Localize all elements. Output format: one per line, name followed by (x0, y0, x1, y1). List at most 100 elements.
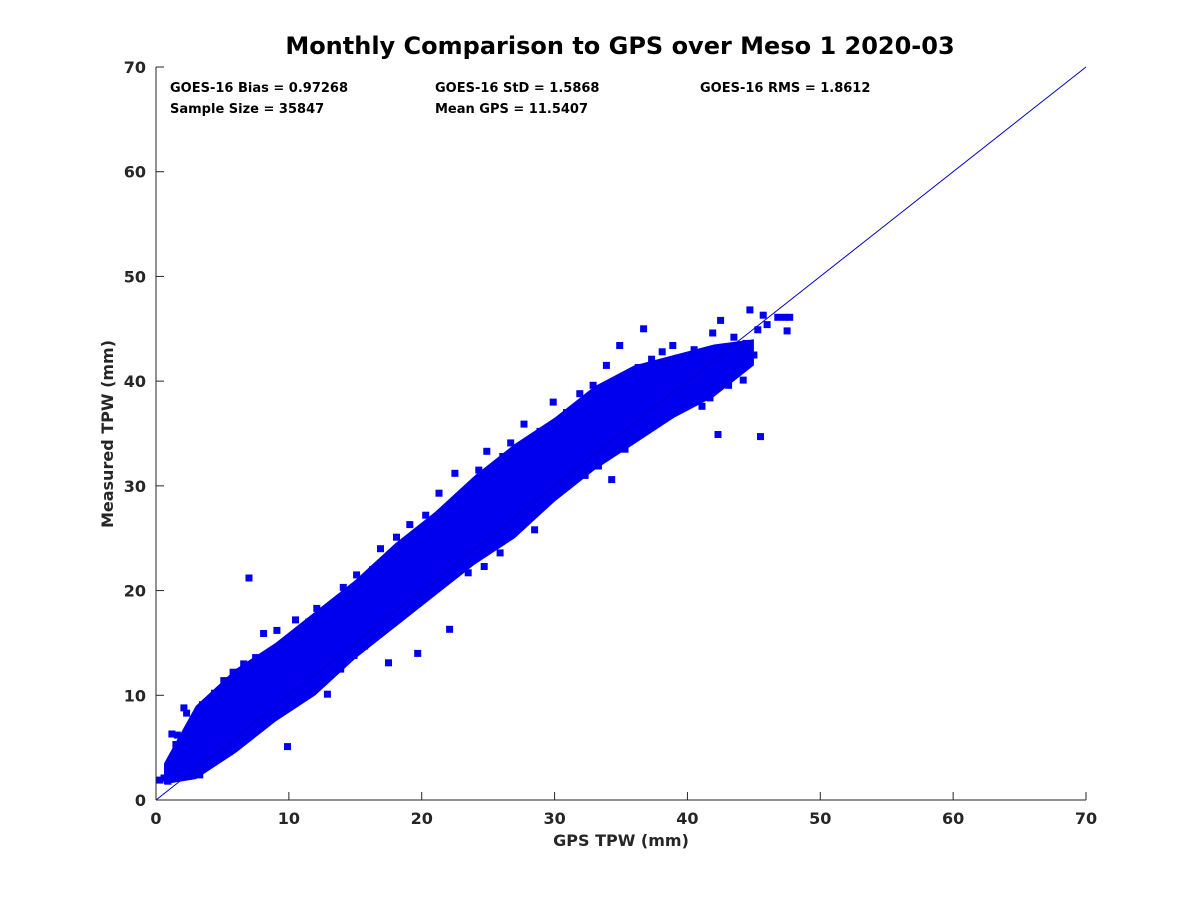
data-point (563, 409, 570, 417)
x-tick-label: 30 (543, 809, 565, 828)
data-point (507, 439, 515, 447)
data-point (552, 450, 560, 458)
data-point (358, 625, 366, 633)
x-tick-label: 40 (676, 809, 698, 828)
data-point (493, 508, 501, 516)
data-point (403, 581, 411, 589)
data-point (331, 598, 339, 606)
data-point (284, 743, 291, 751)
data-point (387, 559, 395, 567)
data-point (608, 476, 616, 484)
data-point (515, 459, 523, 467)
data-point (366, 610, 374, 618)
data-point (597, 396, 605, 404)
data-point (225, 748, 233, 756)
data-point (361, 642, 369, 650)
data-point (730, 333, 738, 341)
data-point (786, 313, 794, 321)
data-point (245, 574, 253, 582)
data-point (369, 566, 377, 574)
data-point (416, 543, 424, 551)
stat-bias: GOES-16 Bias = 0.97268 (170, 81, 348, 96)
data-point (191, 715, 198, 723)
data-point (746, 306, 754, 314)
data-point (237, 682, 245, 690)
data-point (600, 435, 608, 443)
data-point (211, 689, 218, 697)
data-point (422, 511, 430, 519)
data-point (669, 342, 677, 349)
data-point (281, 668, 289, 676)
data-point (398, 612, 406, 620)
y-tick-label: 40 (124, 372, 146, 391)
data-point (750, 351, 758, 359)
data-point (605, 412, 613, 420)
data-point (187, 737, 194, 745)
data-point (156, 776, 164, 784)
data-point (621, 445, 629, 453)
data-point (199, 701, 206, 709)
reference-line (155, 66, 1087, 801)
data-point (661, 387, 669, 395)
data-point (454, 522, 462, 530)
data-point (265, 716, 273, 724)
stat-rms: GOES-16 RMS = 1.8612 (700, 81, 870, 96)
data-point (205, 705, 213, 713)
data-point (722, 346, 730, 354)
x-tick-label: 60 (942, 809, 964, 828)
stats-box: GOES-16 Bias = 0.97268 GOES-16 StD = 1.5… (170, 81, 870, 117)
data-point (430, 528, 438, 536)
x-tick-label: 20 (411, 809, 433, 828)
data-point (637, 407, 645, 414)
data-point (687, 361, 695, 369)
data-point (419, 567, 427, 575)
x-tick-label: 10 (278, 809, 300, 828)
data-point (685, 389, 693, 397)
data-point (355, 607, 363, 614)
data-point (541, 500, 549, 508)
data-point (220, 677, 228, 685)
y-tick-label: 10 (124, 686, 146, 705)
data-point (626, 415, 634, 423)
data-point (257, 665, 265, 673)
data-point (345, 638, 353, 646)
data-point (714, 431, 722, 438)
data-point (270, 681, 278, 689)
data-point (443, 513, 451, 521)
data-point (302, 677, 310, 685)
data-point (693, 381, 701, 389)
data-point (763, 321, 771, 329)
y-tick-label: 50 (124, 267, 146, 286)
data-point (286, 639, 294, 647)
data-point (307, 645, 315, 653)
data-point (462, 535, 470, 543)
data-point (318, 659, 326, 667)
data-point (523, 469, 531, 477)
data-point (499, 453, 507, 460)
data-point (695, 357, 703, 365)
data-point (337, 665, 345, 673)
data-point (432, 558, 440, 566)
data-point (176, 752, 184, 760)
data-point (472, 554, 480, 562)
data-point (547, 472, 555, 480)
data-point (706, 394, 714, 402)
data-point (385, 659, 392, 667)
data-point (594, 462, 602, 470)
data-point (292, 616, 299, 624)
data-point (774, 313, 782, 321)
data-point (395, 572, 403, 580)
data-point (232, 693, 240, 701)
data-point (181, 763, 189, 770)
data-point (323, 690, 331, 698)
data-point (246, 671, 254, 679)
data-point (297, 650, 305, 658)
stat-sample-size: Sample Size = 35847 (170, 102, 324, 117)
data-point (584, 403, 592, 411)
data-point (757, 433, 764, 441)
data-point (581, 471, 589, 479)
data-point (427, 589, 435, 597)
data-point (229, 668, 237, 676)
data-point (240, 660, 248, 668)
